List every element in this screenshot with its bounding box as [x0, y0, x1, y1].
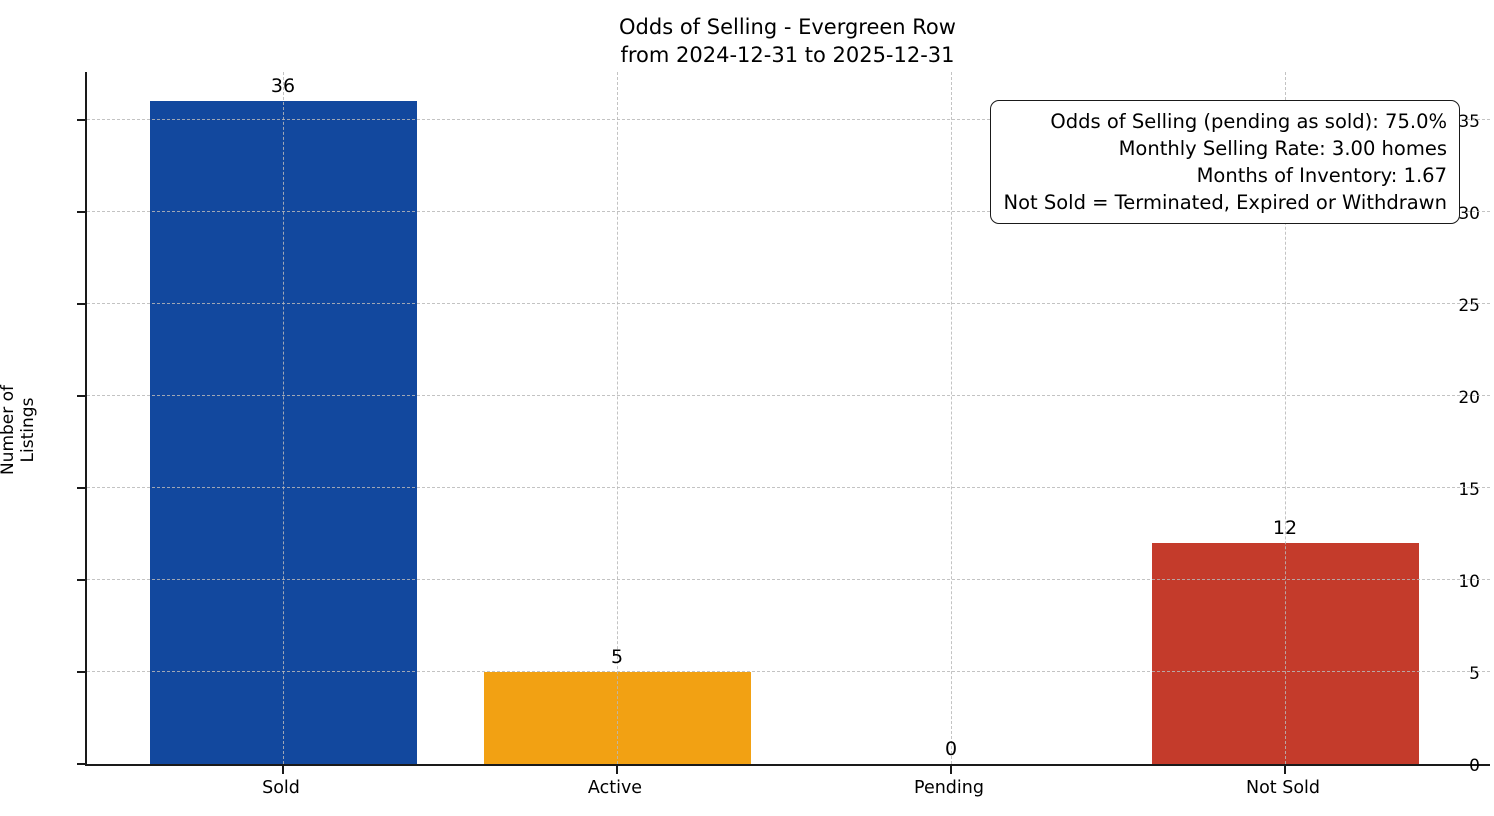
plot-area: 36 5 0 12 [77, 72, 1490, 774]
y-axis-label: Number of Listings [0, 384, 38, 476]
y-tick-label: 30 [1458, 203, 1480, 224]
stats-info-box: Odds of Selling (pending as sold): 75.0%… [990, 100, 1460, 224]
bar-value-label: 0 [944, 738, 958, 760]
v-gridline [951, 72, 952, 764]
info-line: Monthly Selling Rate: 3.00 homes [1118, 137, 1447, 160]
info-line: Not Sold = Terminated, Expired or Withdr… [1003, 191, 1447, 214]
y-tick-mark [77, 118, 85, 121]
v-gridline [283, 72, 284, 764]
h-gridline [87, 302, 1490, 304]
y-tick-label: 35 [1458, 111, 1480, 132]
x-tick-label: Pending [914, 778, 984, 798]
y-tick-mark [77, 578, 85, 581]
v-gridline [617, 72, 618, 764]
y-tick-label: 20 [1458, 387, 1480, 408]
y-tick-label: 10 [1458, 571, 1480, 592]
y-tick-mark [77, 210, 85, 213]
y-tick-label: 15 [1458, 479, 1480, 500]
info-line: Odds of Selling (pending as sold): 75.0% [1050, 110, 1447, 133]
y-tick-label: 0 [1469, 756, 1480, 776]
chart-title: Odds of Selling - Evergreen Row from 202… [85, 13, 1490, 69]
x-tick-mark [950, 766, 952, 774]
y-tick-mark [77, 486, 85, 489]
y-tick-mark [77, 302, 85, 305]
chart-title-line1: Odds of Selling - Evergreen Row [619, 15, 956, 39]
x-tick-mark [1284, 766, 1286, 774]
h-gridline [87, 578, 1490, 580]
y-tick-mark [77, 763, 85, 765]
bar-value-label: 12 [1272, 517, 1298, 540]
x-tick-label: Sold [262, 778, 300, 798]
chart-title-line2: from 2024-12-31 to 2025-12-31 [620, 43, 955, 67]
x-tick-label: Not Sold [1245, 778, 1321, 798]
bar-value-label: 36 [270, 75, 296, 98]
y-tick-mark [77, 394, 85, 397]
h-gridline [87, 486, 1490, 488]
x-tick-mark [616, 766, 618, 774]
x-tick-label: Active [587, 778, 643, 798]
h-gridline [87, 670, 1490, 672]
info-line: Months of Inventory: 1.67 [1196, 164, 1447, 187]
h-gridline [87, 118, 1490, 120]
y-tick-mark [77, 670, 85, 673]
h-gridline [87, 210, 1490, 212]
bar-value-label: 5 [610, 645, 624, 668]
y-tick-label: 5 [1469, 663, 1480, 684]
y-tick-label: 25 [1458, 295, 1480, 316]
v-gridline [1285, 72, 1286, 764]
h-gridline [87, 394, 1490, 396]
x-tick-mark [282, 766, 284, 774]
